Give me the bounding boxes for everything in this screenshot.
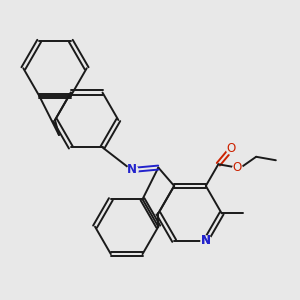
Text: O: O — [233, 161, 242, 174]
Text: N: N — [201, 234, 211, 247]
Text: O: O — [226, 142, 236, 155]
Text: N: N — [201, 234, 211, 247]
Text: N: N — [127, 164, 137, 176]
